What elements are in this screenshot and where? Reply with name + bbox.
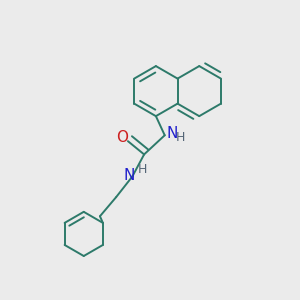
- Text: O: O: [117, 130, 129, 145]
- Text: N: N: [167, 126, 178, 141]
- Text: H: H: [176, 131, 186, 144]
- Text: H: H: [138, 163, 147, 176]
- Text: N: N: [124, 168, 135, 183]
